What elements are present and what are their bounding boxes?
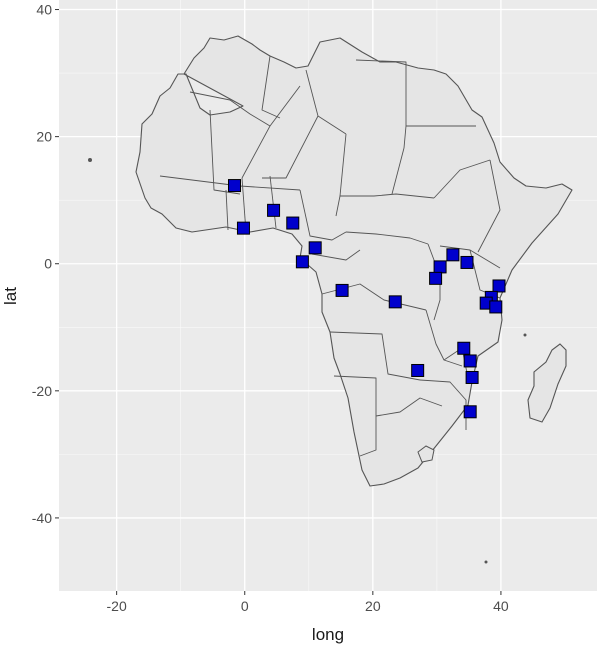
comoros — [523, 333, 527, 337]
border — [329, 331, 421, 381]
site-marker — [460, 255, 474, 269]
africa-continent — [135, 35, 573, 487]
site-marker — [429, 271, 443, 285]
lesotho — [417, 445, 435, 463]
border — [209, 109, 241, 195]
border — [299, 189, 347, 241]
border — [375, 397, 443, 417]
site-marker — [308, 241, 322, 255]
axis-ticks: -20 0 20 40 -40 -20 0 20 40 — [32, 2, 509, 614]
madagascar — [527, 343, 567, 423]
border — [433, 159, 491, 199]
x-tick-label: 20 — [365, 598, 381, 614]
site-markers — [227, 179, 506, 419]
x-tick-label: 0 — [241, 598, 249, 614]
site-marker — [227, 179, 241, 193]
africa-landmass — [88, 35, 573, 564]
border — [391, 147, 405, 195]
border — [241, 85, 301, 179]
border — [333, 375, 377, 457]
y-tick-label: -20 — [32, 383, 52, 399]
border — [477, 159, 501, 253]
site-marker — [286, 216, 300, 230]
border — [311, 249, 361, 261]
site-marker — [295, 255, 309, 269]
border — [345, 231, 429, 245]
border — [225, 189, 229, 231]
border — [425, 309, 463, 367]
site-marker — [489, 300, 503, 314]
site-marker — [267, 203, 281, 217]
x-tick-label: -20 — [107, 598, 127, 614]
y-tick-label: 40 — [36, 2, 52, 18]
y-tick-label: 20 — [36, 129, 52, 145]
border — [427, 243, 441, 321]
site-marker — [463, 405, 477, 419]
site-marker — [463, 354, 477, 368]
site-marker — [433, 260, 447, 274]
mauritius — [484, 560, 488, 564]
border — [261, 55, 281, 119]
site-marker — [411, 363, 425, 377]
border — [269, 175, 277, 229]
site-marker — [446, 248, 460, 262]
cape-verde — [88, 158, 92, 162]
y-axis-title: lat — [1, 287, 20, 305]
x-tick-label: 40 — [493, 598, 509, 614]
site-marker — [465, 370, 479, 384]
site-marker — [457, 341, 471, 355]
site-marker — [492, 279, 506, 293]
y-tick-label: 0 — [44, 256, 52, 272]
border — [189, 91, 271, 127]
site-marker — [236, 221, 250, 235]
border — [340, 193, 435, 199]
site-marker — [335, 283, 349, 297]
y-tick-label: -40 — [32, 510, 52, 526]
site-marker — [388, 295, 402, 309]
x-axis-title: long — [312, 625, 344, 644]
border — [355, 59, 407, 149]
